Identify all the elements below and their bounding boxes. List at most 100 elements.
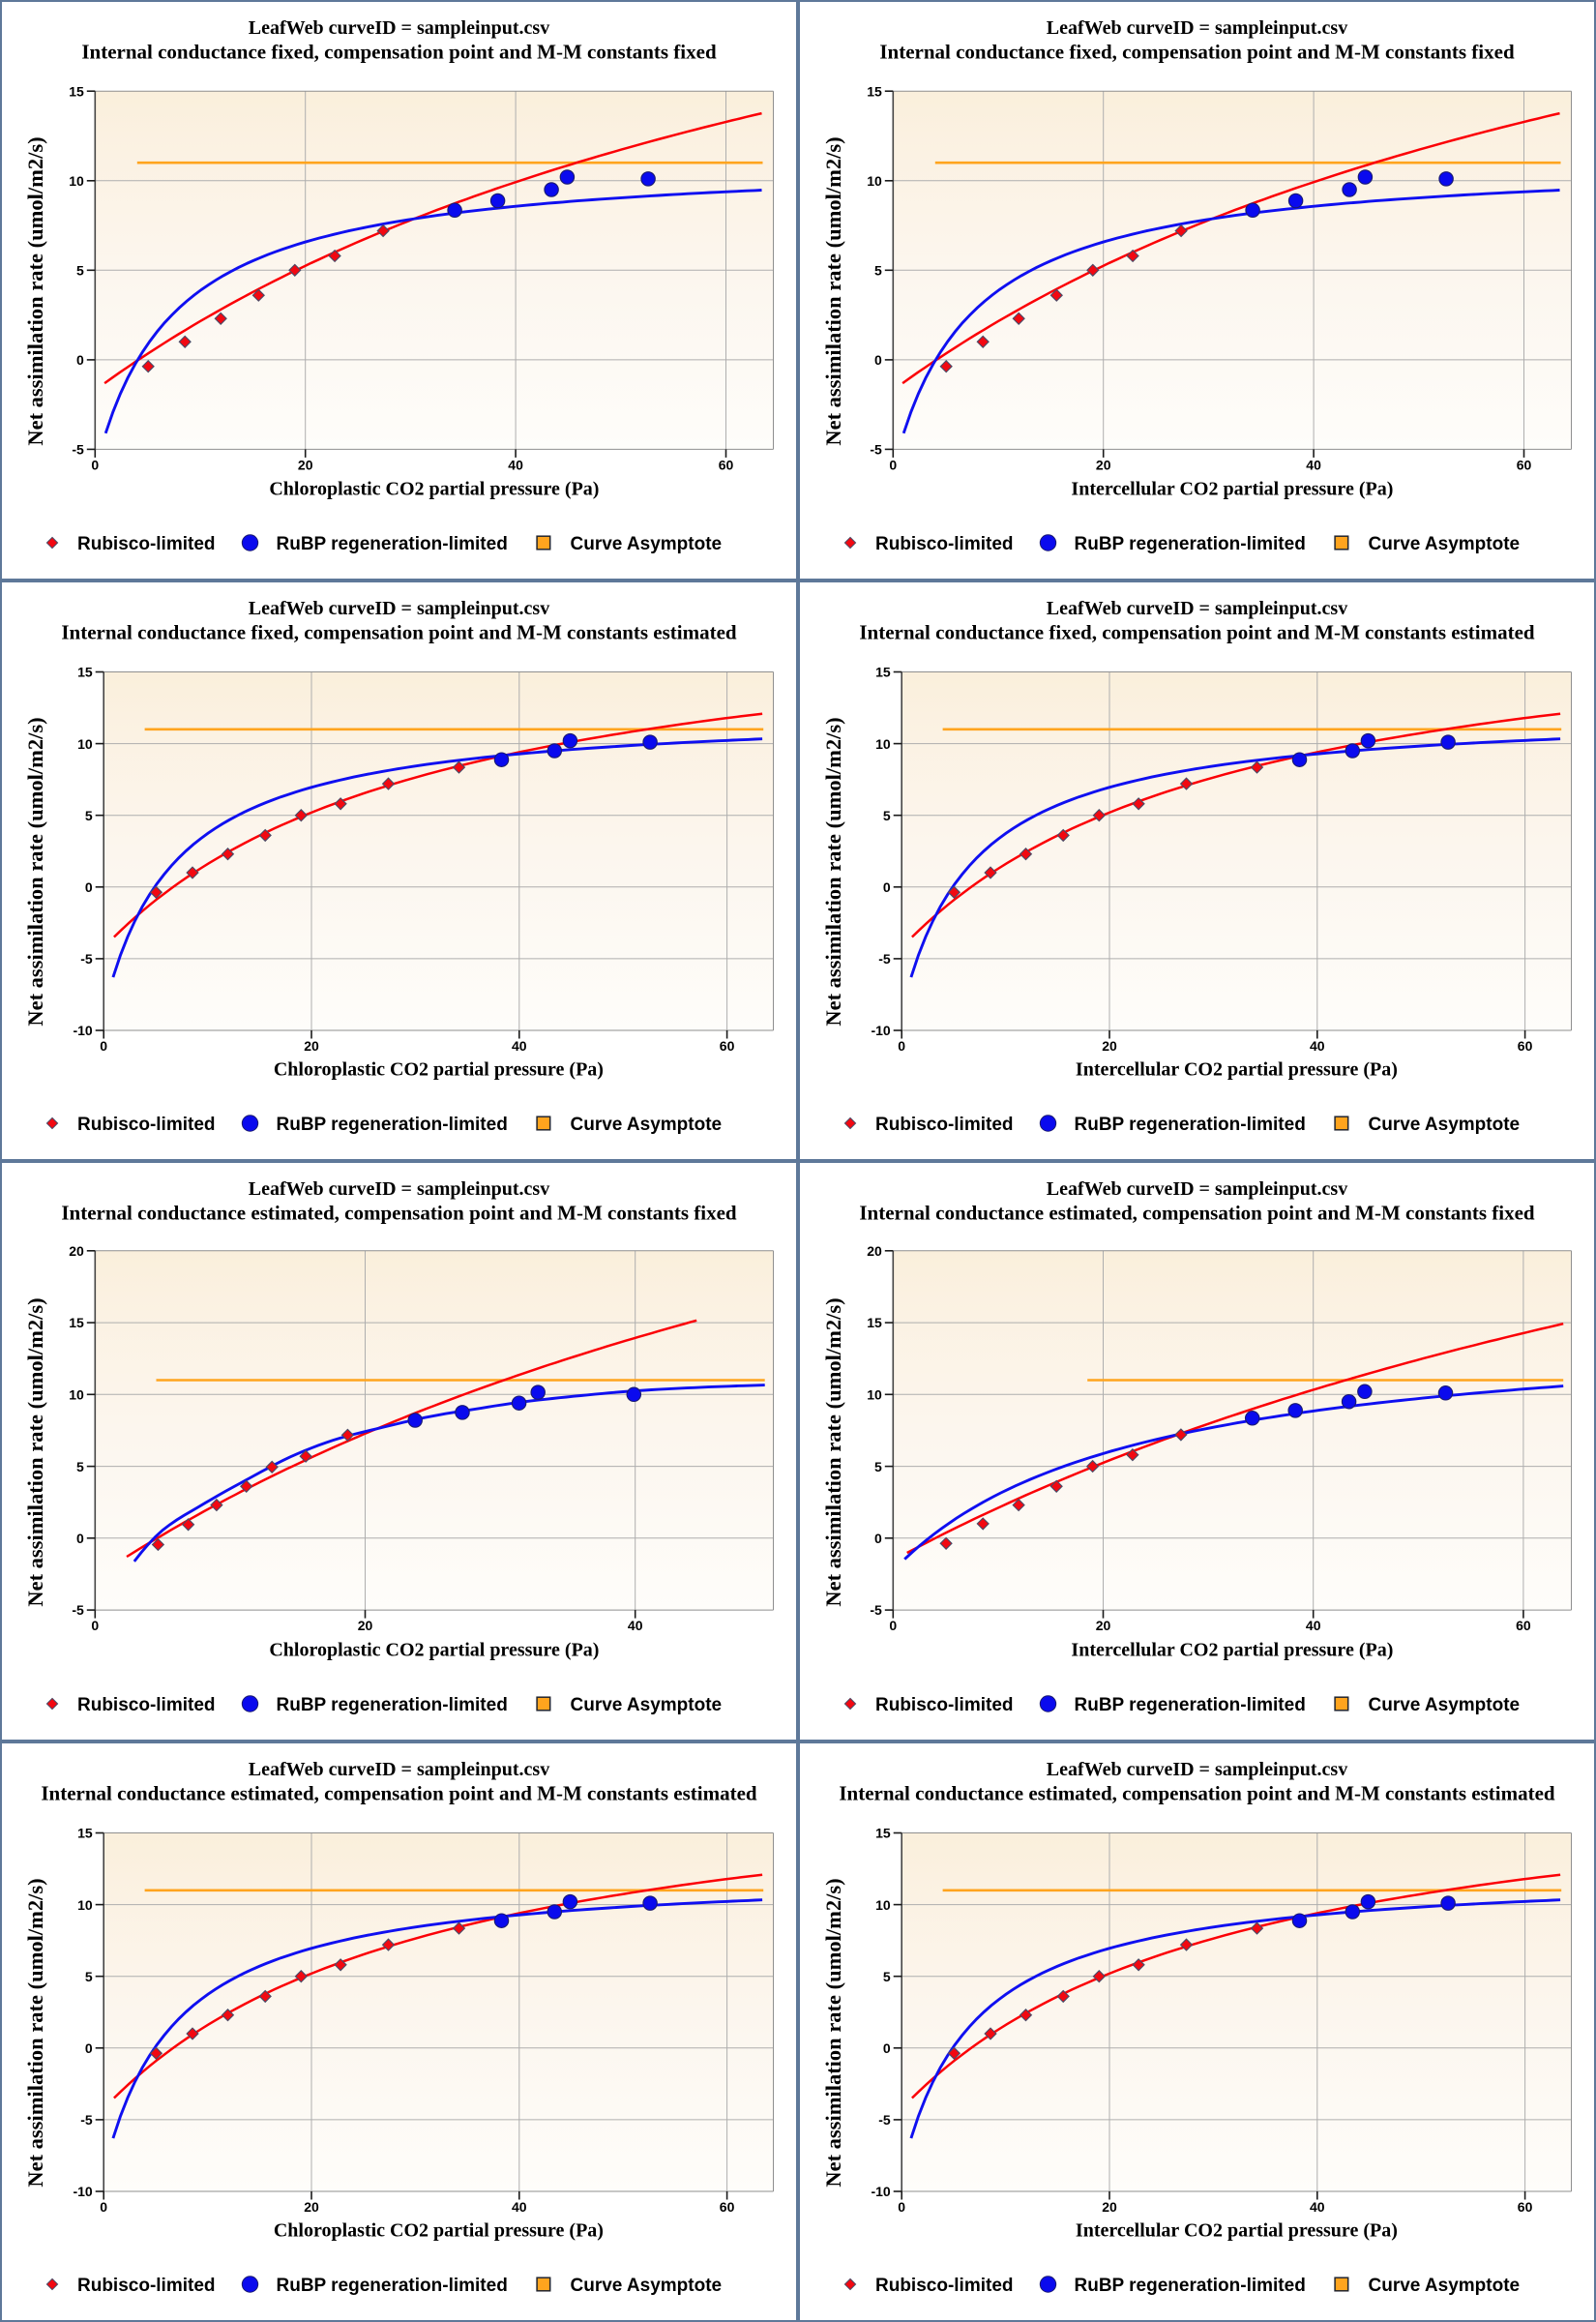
svg-text:5: 5 bbox=[883, 808, 891, 823]
svg-text:Rubisco-limited: Rubisco-limited bbox=[875, 1115, 1014, 1135]
svg-text:0: 0 bbox=[883, 2040, 891, 2056]
svg-text:40: 40 bbox=[512, 1038, 527, 1054]
svg-text:5: 5 bbox=[874, 263, 882, 279]
svg-text:Chloroplastic CO2 partial pres: Chloroplastic CO2 partial pressure (Pa) bbox=[274, 2220, 604, 2242]
svg-text:0: 0 bbox=[76, 1531, 84, 1546]
svg-text:Net assimilation rate (umol/m2: Net assimilation rate (umol/m2/s) bbox=[23, 1878, 47, 2187]
svg-text:10: 10 bbox=[77, 1897, 93, 1913]
svg-text:Chloroplastic CO2 partial pres: Chloroplastic CO2 partial pressure (Pa) bbox=[269, 1640, 599, 1661]
svg-text:-5: -5 bbox=[878, 951, 891, 967]
svg-text:LeafWeb curveID = sampleinput.: LeafWeb curveID = sampleinput.csv bbox=[1047, 1759, 1347, 1780]
svg-text:Intercellular CO2 partial pres: Intercellular CO2 partial pressure (Pa) bbox=[1076, 1059, 1398, 1081]
svg-text:Chloroplastic CO2 partial pres: Chloroplastic CO2 partial pressure (Pa) bbox=[274, 1059, 604, 1081]
svg-text:Internal conductance estimated: Internal conductance estimated, compensa… bbox=[41, 1782, 757, 1805]
svg-text:20: 20 bbox=[69, 1243, 84, 1259]
svg-text:20: 20 bbox=[358, 1618, 373, 1633]
svg-text:Curve Asymptote: Curve Asymptote bbox=[571, 2276, 723, 2296]
svg-text:Curve Asymptote: Curve Asymptote bbox=[571, 1695, 723, 1715]
svg-text:0: 0 bbox=[85, 879, 93, 895]
svg-text:60: 60 bbox=[719, 457, 734, 472]
svg-text:RuBP regeneration-limited: RuBP regeneration-limited bbox=[277, 2276, 508, 2296]
svg-text:LeafWeb curveID = sampleinput.: LeafWeb curveID = sampleinput.csv bbox=[1047, 598, 1347, 619]
svg-text:Intercellular CO2 partial pres: Intercellular CO2 partial pressure (Pa) bbox=[1076, 2220, 1398, 2242]
svg-text:-10: -10 bbox=[871, 2184, 890, 2199]
svg-text:60: 60 bbox=[1518, 2199, 1533, 2215]
svg-text:LeafWeb curveID = sampleinput.: LeafWeb curveID = sampleinput.csv bbox=[249, 1759, 549, 1780]
svg-text:40: 40 bbox=[1310, 1038, 1325, 1054]
svg-text:LeafWeb curveID = sampleinput.: LeafWeb curveID = sampleinput.csv bbox=[249, 598, 549, 619]
svg-text:RuBP regeneration-limited: RuBP regeneration-limited bbox=[1075, 2276, 1306, 2296]
svg-text:Internal conductance estimated: Internal conductance estimated, compensa… bbox=[859, 1202, 1535, 1225]
svg-text:Rubisco-limited: Rubisco-limited bbox=[77, 534, 216, 554]
svg-text:RuBP regeneration-limited: RuBP regeneration-limited bbox=[277, 1695, 508, 1715]
svg-text:10: 10 bbox=[875, 736, 891, 752]
svg-text:40: 40 bbox=[1306, 457, 1321, 472]
svg-text:10: 10 bbox=[875, 1897, 891, 1913]
svg-text:RuBP regeneration-limited: RuBP regeneration-limited bbox=[1075, 1695, 1306, 1715]
svg-text:5: 5 bbox=[85, 1969, 93, 1984]
svg-text:40: 40 bbox=[1310, 2199, 1325, 2215]
svg-text:10: 10 bbox=[867, 173, 882, 189]
svg-text:5: 5 bbox=[76, 263, 84, 279]
svg-text:Curve Asymptote: Curve Asymptote bbox=[1369, 2276, 1521, 2296]
svg-text:60: 60 bbox=[720, 2199, 735, 2215]
svg-text:Rubisco-limited: Rubisco-limited bbox=[77, 1695, 216, 1715]
svg-text:20: 20 bbox=[1102, 1038, 1117, 1054]
svg-text:RuBP regeneration-limited: RuBP regeneration-limited bbox=[277, 534, 508, 554]
svg-text:0: 0 bbox=[898, 2199, 905, 2215]
svg-text:20: 20 bbox=[1096, 1618, 1111, 1633]
svg-text:LeafWeb curveID = sampleinput.: LeafWeb curveID = sampleinput.csv bbox=[1047, 17, 1347, 39]
svg-text:0: 0 bbox=[100, 1038, 107, 1054]
svg-text:15: 15 bbox=[69, 83, 84, 99]
svg-text:Net assimilation rate (umol/m2: Net assimilation rate (umol/m2/s) bbox=[821, 717, 845, 1026]
svg-text:-10: -10 bbox=[871, 1023, 890, 1038]
svg-text:0: 0 bbox=[76, 352, 84, 368]
svg-text:Net assimilation rate (umol/m2: Net assimilation rate (umol/m2/s) bbox=[821, 136, 845, 445]
svg-text:-5: -5 bbox=[878, 2112, 891, 2128]
svg-text:RuBP regeneration-limited: RuBP regeneration-limited bbox=[1075, 1115, 1306, 1135]
svg-text:Rubisco-limited: Rubisco-limited bbox=[77, 2276, 216, 2296]
svg-text:Curve Asymptote: Curve Asymptote bbox=[1369, 1695, 1521, 1715]
svg-text:0: 0 bbox=[874, 1531, 882, 1546]
svg-text:-5: -5 bbox=[72, 442, 84, 458]
svg-text:Curve Asymptote: Curve Asymptote bbox=[1369, 534, 1521, 554]
svg-text:LeafWeb curveID = sampleinput.: LeafWeb curveID = sampleinput.csv bbox=[249, 17, 549, 39]
svg-text:LeafWeb curveID = sampleinput.: LeafWeb curveID = sampleinput.csv bbox=[1047, 1178, 1347, 1200]
svg-text:-5: -5 bbox=[870, 442, 882, 458]
svg-text:Internal conductance estimated: Internal conductance estimated, compensa… bbox=[839, 1782, 1555, 1805]
svg-text:15: 15 bbox=[875, 1826, 891, 1841]
svg-text:RuBP regeneration-limited: RuBP regeneration-limited bbox=[1075, 534, 1306, 554]
svg-text:15: 15 bbox=[867, 83, 882, 99]
svg-text:60: 60 bbox=[1516, 1618, 1531, 1633]
svg-text:-10: -10 bbox=[73, 1023, 92, 1038]
svg-text:15: 15 bbox=[875, 665, 891, 680]
svg-text:40: 40 bbox=[628, 1618, 643, 1633]
svg-text:-5: -5 bbox=[80, 951, 93, 967]
svg-text:5: 5 bbox=[883, 1969, 891, 1984]
svg-text:RuBP regeneration-limited: RuBP regeneration-limited bbox=[277, 1115, 508, 1135]
svg-text:10: 10 bbox=[77, 736, 93, 752]
svg-text:20: 20 bbox=[304, 1038, 319, 1054]
svg-text:Internal conductance fixed, co: Internal conductance fixed, compensation… bbox=[61, 621, 737, 644]
svg-text:Internal conductance estimated: Internal conductance estimated, compensa… bbox=[61, 1202, 737, 1225]
svg-text:60: 60 bbox=[1518, 1038, 1533, 1054]
svg-text:Net assimilation rate (umol/m2: Net assimilation rate (umol/m2/s) bbox=[23, 1297, 47, 1606]
svg-text:Curve Asymptote: Curve Asymptote bbox=[571, 1115, 723, 1135]
svg-text:15: 15 bbox=[77, 665, 93, 680]
svg-text:-5: -5 bbox=[870, 1602, 882, 1618]
svg-text:15: 15 bbox=[867, 1315, 882, 1330]
svg-text:Intercellular CO2 partial pres: Intercellular CO2 partial pressure (Pa) bbox=[1071, 1640, 1393, 1661]
svg-text:5: 5 bbox=[85, 808, 93, 823]
svg-text:Curve Asymptote: Curve Asymptote bbox=[571, 534, 723, 554]
svg-text:0: 0 bbox=[898, 1038, 905, 1054]
svg-text:0: 0 bbox=[889, 1618, 897, 1633]
svg-text:5: 5 bbox=[874, 1459, 882, 1474]
svg-text:Rubisco-limited: Rubisco-limited bbox=[77, 1115, 216, 1135]
svg-text:Rubisco-limited: Rubisco-limited bbox=[875, 2276, 1014, 2296]
svg-text:60: 60 bbox=[720, 1038, 735, 1054]
svg-text:Rubisco-limited: Rubisco-limited bbox=[875, 1695, 1014, 1715]
svg-text:20: 20 bbox=[1102, 2199, 1117, 2215]
svg-text:20: 20 bbox=[298, 457, 313, 472]
svg-text:Chloroplastic CO2 partial pres: Chloroplastic CO2 partial pressure (Pa) bbox=[269, 479, 599, 500]
svg-text:Net assimilation rate (umol/m2: Net assimilation rate (umol/m2/s) bbox=[821, 1878, 845, 2187]
